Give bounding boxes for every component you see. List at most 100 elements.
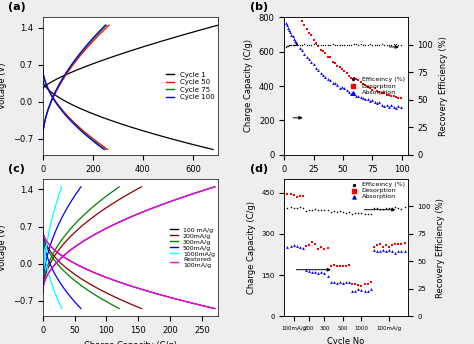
Point	[336, 64, 343, 69]
Point	[345, 89, 353, 95]
Point	[298, 42, 306, 47]
Point	[305, 268, 313, 274]
Point	[348, 281, 356, 287]
Point	[287, 243, 294, 249]
Point	[283, 206, 291, 211]
Point	[382, 205, 390, 211]
Point	[314, 207, 322, 213]
Point	[303, 26, 310, 32]
Point	[370, 247, 377, 252]
Point	[296, 14, 303, 19]
Point	[343, 42, 350, 47]
Point	[392, 105, 400, 110]
Point	[338, 42, 346, 48]
Point	[394, 96, 402, 101]
Point	[385, 104, 392, 109]
Point	[327, 42, 334, 48]
Point	[324, 207, 331, 213]
Point	[322, 42, 329, 48]
Point	[394, 104, 402, 109]
Point	[394, 205, 402, 211]
Point	[343, 70, 350, 76]
Point	[317, 48, 325, 53]
Point	[373, 248, 381, 254]
Point	[333, 82, 341, 88]
Point	[398, 206, 405, 212]
Point	[379, 247, 387, 252]
Point	[394, 242, 402, 247]
Point	[374, 88, 381, 94]
Point	[296, 205, 303, 210]
Point	[331, 42, 338, 47]
Point	[388, 205, 396, 211]
Point	[342, 263, 350, 269]
Point	[380, 90, 388, 95]
Point	[357, 211, 365, 216]
Y-axis label: Voltage (V): Voltage (V)	[0, 224, 7, 271]
Point	[293, 42, 301, 47]
Point	[333, 63, 341, 68]
Point	[339, 280, 346, 286]
Point	[293, 205, 301, 211]
Point	[289, 42, 296, 47]
Point	[305, 42, 313, 47]
Point	[292, 42, 300, 47]
Point	[302, 243, 310, 249]
Point	[293, 194, 301, 199]
Point	[296, 193, 303, 199]
Point	[376, 89, 383, 94]
Point	[394, 248, 402, 254]
Point	[333, 209, 340, 215]
Y-axis label: Charge Capacity (C/g): Charge Capacity (C/g)	[244, 40, 253, 132]
Point	[301, 52, 308, 57]
Point	[327, 55, 334, 60]
Point	[336, 279, 344, 284]
Point	[289, 1, 296, 6]
Point	[382, 243, 390, 248]
Point	[331, 80, 338, 86]
Point	[355, 93, 362, 98]
Point	[355, 77, 362, 83]
Point	[283, 23, 291, 28]
X-axis label: Cycle No: Cycle No	[328, 337, 365, 344]
Point	[383, 42, 390, 48]
Point	[345, 73, 353, 78]
Point	[362, 96, 369, 101]
Point	[330, 279, 337, 284]
Point	[305, 30, 313, 35]
Point	[369, 97, 376, 103]
Point	[385, 92, 392, 98]
Text: (b): (b)	[250, 2, 268, 12]
Point	[288, 32, 295, 37]
Point	[330, 262, 337, 267]
Point	[392, 204, 399, 210]
Point	[298, 47, 306, 53]
Point	[324, 42, 332, 47]
Point	[345, 209, 353, 215]
Point	[357, 42, 365, 47]
Point	[355, 210, 362, 215]
Point	[401, 240, 408, 245]
Point	[338, 84, 346, 90]
Point	[392, 251, 399, 256]
Point	[322, 51, 329, 56]
Point	[336, 208, 344, 213]
Point	[347, 91, 355, 97]
Point	[359, 81, 367, 87]
Point	[329, 42, 337, 47]
Point	[347, 42, 355, 47]
Point	[364, 97, 372, 102]
Y-axis label: Charge Capacity (C/g): Charge Capacity (C/g)	[246, 201, 255, 294]
Point	[320, 207, 328, 213]
Text: (c): (c)	[8, 164, 25, 174]
Point	[312, 42, 320, 47]
Point	[314, 247, 322, 252]
Point	[392, 42, 400, 47]
Point	[305, 56, 313, 62]
Point	[348, 288, 356, 293]
Point	[303, 42, 310, 48]
Point	[390, 104, 397, 110]
Point	[286, 42, 294, 48]
Point	[355, 42, 362, 48]
Point	[366, 98, 374, 104]
